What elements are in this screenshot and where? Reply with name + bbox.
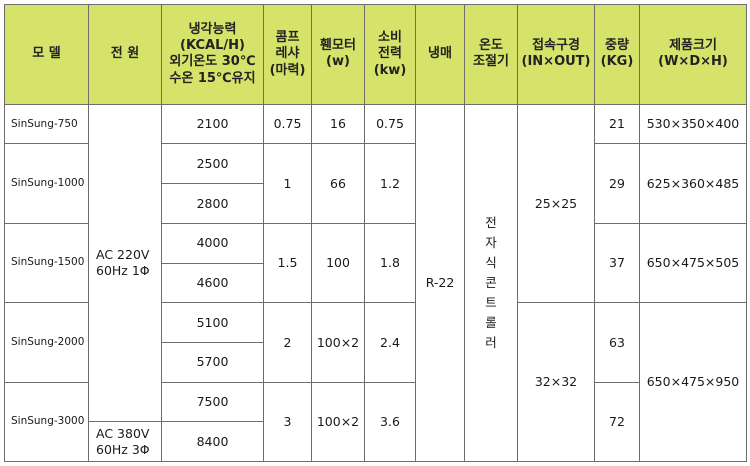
header-temp-ctrl: 온도 조절기: [464, 4, 518, 105]
table-row: SinSung-1000 2500 1 66 1.2 29 625×360×48…: [4, 143, 747, 224]
fan-cell: 100: [311, 222, 365, 304]
size-cell: 625×360×485: [639, 143, 747, 224]
consumption-cell: 1.8: [364, 222, 416, 304]
cooling-cell: 2800: [161, 183, 264, 224]
consumption-cell: 1.2: [364, 143, 416, 224]
weight-cell: 63: [594, 302, 640, 383]
header-model: 모 델: [4, 4, 89, 105]
comp-cell: 0.75: [263, 103, 312, 145]
comp-cell: 1.5: [263, 222, 312, 304]
table-row: SinSung-3000 7500 3 100×2 3.6 72: [4, 381, 747, 463]
weight-cell: 72: [594, 381, 640, 463]
fan-cell: 16: [311, 103, 365, 145]
size-cell: 650×475×950: [639, 302, 747, 462]
header-size: 제품크기 (W×D×H): [639, 4, 747, 105]
power-cell-ac220: AC 220V 60Hz 1Φ: [88, 103, 162, 423]
header-consumption: 소비 전력 (kw): [364, 4, 416, 105]
table-row: SinSung-750 AC 220V 60Hz 1Φ 2100 0.75 16…: [4, 103, 747, 463]
comp-cell: 1: [263, 143, 312, 224]
model-cell: SinSung-1500: [4, 222, 89, 304]
header-power: 전 원: [88, 4, 162, 105]
fan-cell: 100×2: [311, 302, 365, 383]
refrigerant-cell: R-22: [415, 103, 465, 463]
cooling-cell: 5100: [161, 302, 264, 343]
comp-cell: 2: [263, 302, 312, 383]
cooling-cell: 4600: [161, 262, 264, 304]
comp-cell: 3: [263, 381, 312, 463]
consumption-cell: 0.75: [364, 103, 416, 145]
header-refrigerant: 냉매: [415, 4, 465, 105]
table-row: 4600: [5, 262, 747, 304]
consumption-cell: 3.6: [364, 381, 416, 463]
header-connection: 접속구경 (IN×OUT): [517, 4, 595, 105]
size-cell: 530×350×400: [639, 103, 747, 145]
cooling-cell: 7500: [161, 381, 264, 423]
header-cooling: 냉각능력 (KCAL/H) 외기온도 30℃ 수온 15℃유지: [161, 4, 264, 105]
header-comp: 콤프 레샤 (마력): [263, 4, 312, 105]
table-row: AC 380V 60Hz 3Φ 8400: [5, 421, 747, 462]
connection-cell: 25×25: [517, 103, 595, 304]
table-row: SinSung-2000 5100 2 100×2 2.4 32×32 63 6…: [4, 302, 747, 462]
cooling-cell: 8400: [161, 421, 264, 462]
model-cell: SinSung-1000: [4, 143, 89, 224]
cooling-cell: 5700: [161, 341, 264, 383]
table-row: 2800: [5, 183, 747, 224]
model-cell: SinSung-3000: [4, 381, 89, 463]
table-row: SinSung-1500 4000 1.5 100 1.8 37 650×475…: [4, 222, 747, 304]
header-row: 모 델 전 원 냉각능력 (KCAL/H) 외기온도 30℃ 수온 15℃유지 …: [4, 4, 747, 105]
model-cell: SinSung-750: [4, 103, 89, 145]
header-weight: 중량 (KG): [594, 4, 640, 105]
temp-ctrl-cell: 전 자 식 콘 트 롤 러: [464, 103, 518, 463]
cooling-cell: 4000: [161, 222, 264, 264]
fan-cell: 100×2: [311, 381, 365, 463]
cooling-cell: 2500: [161, 143, 264, 185]
weight-cell: 37: [594, 222, 640, 304]
connection-cell: 32×32: [517, 302, 595, 462]
size-cell: 650×475×505: [639, 222, 747, 304]
spec-table: 모 델 전 원 냉각능력 (KCAL/H) 외기온도 30℃ 수온 15℃유지 …: [4, 4, 747, 463]
fan-cell: 66: [311, 143, 365, 224]
header-fan: 휀모터 (w): [311, 4, 365, 105]
model-cell: SinSung-2000: [4, 302, 89, 383]
weight-cell: 29: [594, 143, 640, 224]
cooling-cell: 2100: [161, 103, 264, 145]
power-cell-ac380: AC 380V 60Hz 3Φ: [88, 421, 162, 462]
weight-cell: 21: [594, 103, 640, 145]
consumption-cell: 2.4: [364, 302, 416, 383]
